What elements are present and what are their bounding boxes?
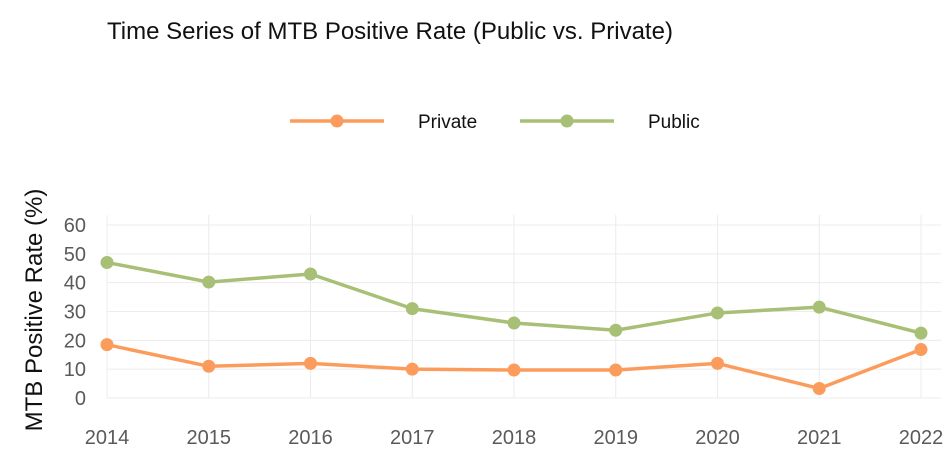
data-point — [507, 363, 521, 377]
y-tick-label: 0 — [75, 388, 86, 410]
data-point — [405, 302, 419, 316]
legend-label: Private — [418, 112, 477, 133]
data-point — [405, 362, 419, 376]
data-point — [100, 338, 114, 352]
x-axis-ticks: 2014 2015 2016 2017 2018 2019 2020 2021 2022 — [85, 427, 944, 449]
y-tick-label: 60 — [64, 215, 86, 237]
x-tick-label: 2019 — [594, 427, 639, 449]
data-point — [100, 255, 114, 269]
data-point — [304, 356, 317, 370]
series-layer — [100, 255, 928, 395]
x-tick-label: 2021 — [797, 427, 842, 449]
series-public — [100, 255, 928, 340]
data-point — [914, 343, 928, 357]
legend-marker — [560, 114, 574, 128]
legend-marker — [330, 114, 344, 128]
data-point — [711, 356, 724, 370]
series-private — [100, 338, 928, 395]
x-tick-label: 2017 — [390, 427, 435, 449]
data-point — [914, 326, 928, 340]
y-tick-label: 30 — [64, 302, 86, 324]
x-tick-label: 2018 — [492, 427, 537, 449]
y-tick-label: 20 — [64, 330, 86, 352]
data-point — [202, 359, 216, 373]
data-point — [812, 300, 826, 314]
x-tick-label: 2020 — [695, 427, 740, 449]
y-tick-label: 40 — [64, 273, 86, 295]
data-point — [507, 316, 521, 330]
legend: Private Public — [290, 112, 700, 133]
data-point — [609, 323, 623, 337]
x-tick-label: 2014 — [85, 427, 130, 449]
data-point — [304, 267, 317, 281]
y-axis-ticks: 0 10 20 30 40 50 60 — [64, 215, 86, 410]
y-tick-label: 50 — [64, 244, 86, 266]
legend-item-public: Public — [520, 112, 700, 133]
y-axis-title: MTB Positive Rate (%) — [21, 189, 48, 432]
data-point — [711, 306, 724, 320]
x-tick-label: 2022 — [899, 427, 944, 449]
legend-item-private: Private — [290, 112, 477, 133]
data-point — [609, 363, 623, 377]
legend-label: Public — [648, 112, 700, 133]
chart-title: Time Series of MTB Positive Rate (Public… — [107, 18, 673, 45]
x-tick-label: 2015 — [187, 427, 232, 449]
y-gridlines — [107, 224, 941, 399]
y-tick-label: 10 — [64, 359, 86, 381]
x-tick-label: 2016 — [288, 427, 333, 449]
data-point — [202, 275, 216, 289]
data-point — [812, 381, 826, 395]
